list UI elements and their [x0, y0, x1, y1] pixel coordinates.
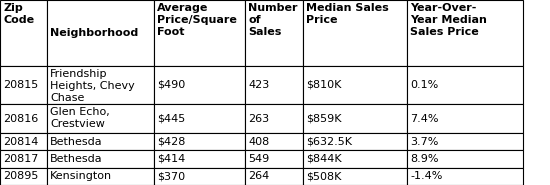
- Bar: [0, 133, 47, 150]
- Text: Kensington: Kensington: [50, 171, 112, 181]
- Text: 20814: 20814: [3, 137, 38, 147]
- Bar: [302, 66, 407, 104]
- Bar: [47, 104, 154, 133]
- Bar: [407, 150, 522, 168]
- Bar: [47, 133, 154, 150]
- Bar: [245, 133, 302, 150]
- Text: 423: 423: [248, 80, 270, 90]
- Bar: [0, 104, 47, 133]
- Text: Zip
Code: Zip Code: [3, 3, 35, 25]
- Bar: [154, 150, 245, 168]
- Text: Glen Echo,
Crestview: Glen Echo, Crestview: [50, 107, 110, 129]
- Text: 408: 408: [248, 137, 270, 147]
- Bar: [407, 66, 522, 104]
- Bar: [154, 168, 245, 185]
- Bar: [245, 104, 302, 133]
- Bar: [154, 133, 245, 150]
- Text: 20816: 20816: [3, 114, 38, 124]
- Text: Neighborhood: Neighborhood: [50, 28, 138, 38]
- Text: 20817: 20817: [3, 154, 38, 164]
- Text: 20815: 20815: [3, 80, 38, 90]
- Bar: [245, 150, 302, 168]
- Text: 8.9%: 8.9%: [410, 154, 439, 164]
- Bar: [0, 168, 47, 185]
- Text: Friendship
Heights, Chevy
Chase: Friendship Heights, Chevy Chase: [50, 69, 135, 103]
- Text: $632.5K: $632.5K: [306, 137, 352, 147]
- Bar: [0, 150, 47, 168]
- Bar: [302, 133, 407, 150]
- Bar: [302, 104, 407, 133]
- Bar: [245, 66, 302, 104]
- Text: 20895: 20895: [3, 171, 38, 181]
- Text: Average
Price/Square
Foot: Average Price/Square Foot: [157, 3, 237, 37]
- Text: 264: 264: [248, 171, 270, 181]
- Bar: [47, 66, 154, 104]
- Bar: [407, 0, 522, 66]
- Bar: [47, 0, 154, 66]
- Bar: [0, 0, 47, 66]
- Text: 263: 263: [248, 114, 269, 124]
- Text: 0.1%: 0.1%: [410, 80, 438, 90]
- Text: Number
of
Sales: Number of Sales: [248, 3, 298, 37]
- Text: 3.7%: 3.7%: [410, 137, 439, 147]
- Text: $445: $445: [157, 114, 185, 124]
- Text: $490: $490: [157, 80, 185, 90]
- Text: Year-Over-
Year Median
Sales Price: Year-Over- Year Median Sales Price: [410, 3, 487, 37]
- Text: Bethesda: Bethesda: [50, 137, 103, 147]
- Text: $810K: $810K: [306, 80, 341, 90]
- Bar: [302, 150, 407, 168]
- Text: $508K: $508K: [306, 171, 341, 181]
- Bar: [245, 0, 302, 66]
- Bar: [154, 66, 245, 104]
- Bar: [154, 0, 245, 66]
- Text: 7.4%: 7.4%: [410, 114, 439, 124]
- Bar: [0, 66, 47, 104]
- Text: $414: $414: [157, 154, 185, 164]
- Bar: [407, 104, 522, 133]
- Bar: [302, 0, 407, 66]
- Text: Bethesda: Bethesda: [50, 154, 103, 164]
- Text: $844K: $844K: [306, 154, 342, 164]
- Text: $859K: $859K: [306, 114, 342, 124]
- Bar: [47, 168, 154, 185]
- Bar: [47, 150, 154, 168]
- Text: -1.4%: -1.4%: [410, 171, 443, 181]
- Bar: [302, 168, 407, 185]
- Text: Median Sales
Price: Median Sales Price: [306, 3, 388, 25]
- Bar: [154, 104, 245, 133]
- Text: $370: $370: [157, 171, 185, 181]
- Bar: [407, 133, 522, 150]
- Text: $428: $428: [157, 137, 186, 147]
- Bar: [245, 168, 302, 185]
- Text: 549: 549: [248, 154, 270, 164]
- Bar: [407, 168, 522, 185]
